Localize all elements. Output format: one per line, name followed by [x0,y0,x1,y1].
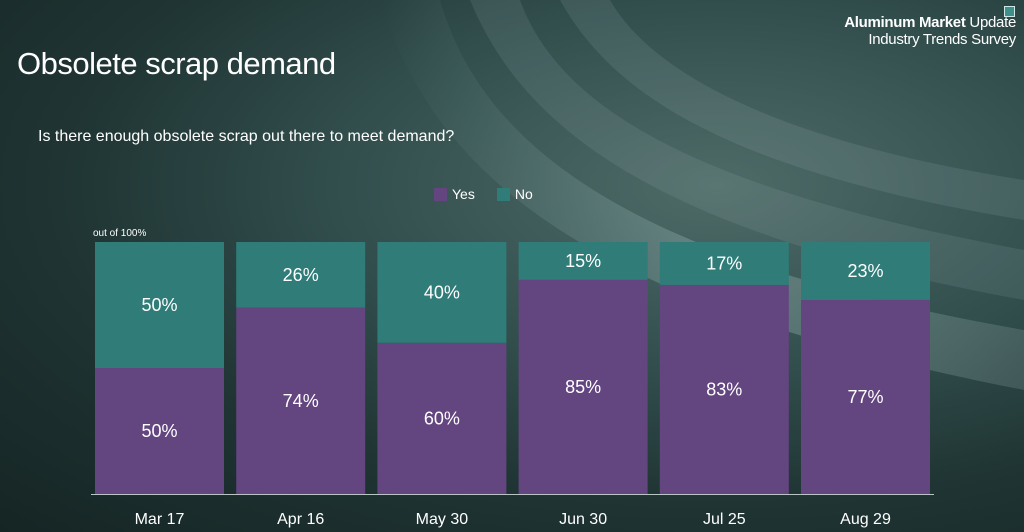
bar-label-yes-2: 60% [424,408,460,428]
bar-yes-5 [801,299,930,494]
survey-question: Is there enough obsolete scrap out there… [38,128,455,145]
bar-yes-1 [236,307,366,494]
bar-no-3 [518,242,648,280]
bar-label-no-3: 15% [565,251,601,271]
legend-swatch-yes [434,187,447,201]
bar-label-no-5: 23% [847,261,883,281]
bar-label-yes-5: 77% [847,387,883,407]
bar-label-no-1: 26% [283,265,319,285]
brand-title-rest: Update [969,14,1016,31]
brand-subtitle: Industry Trends Survey [868,31,1016,48]
x-tick-label-2: May 30 [416,511,469,528]
brand-block: Aluminum Market Update Industry Trends S… [844,6,1016,48]
bar-label-no-2: 40% [424,282,460,302]
x-tick-label-3: Jun 30 [559,511,607,528]
page-title: Obsolete scrap demand [17,46,336,81]
bar-no-5 [801,242,930,300]
x-tick-label-1: Apr 16 [277,511,324,528]
bar-no-2 [377,242,507,343]
x-tick-label-0: Mar 17 [135,511,185,528]
bar-yes-2 [377,342,507,494]
brand-title: Aluminum Market Update [844,14,1016,31]
bar-yes-3 [518,279,648,494]
bar-label-yes-1: 74% [283,391,319,411]
legend-label-yes: Yes [452,186,475,202]
bar-no-1 [236,242,366,308]
bar-label-yes-3: 85% [565,377,601,397]
x-tick-label-4: Jul 25 [703,511,746,528]
x-tick-label-5: Aug 29 [840,511,891,528]
bar-label-yes-4: 83% [706,379,742,399]
bar-no-0 [95,242,224,368]
brand-logo-icon [1004,6,1015,17]
brand-title-strong: Aluminum Market [844,14,966,31]
chart-legend: Yes No [434,186,533,202]
legend-label-no: No [514,186,533,202]
bar-yes-0 [95,368,224,494]
bar-label-no-0: 50% [141,295,177,315]
bar-label-no-4: 17% [706,253,742,273]
bar-label-yes-0: 50% [141,421,177,441]
unit-label: out of 100% [93,228,146,239]
legend-item-no: No [496,186,533,202]
legend-item-yes: Yes [434,186,475,202]
bar-no-4 [659,242,789,285]
legend-swatch-no [496,187,510,201]
bar-yes-4 [659,284,789,494]
